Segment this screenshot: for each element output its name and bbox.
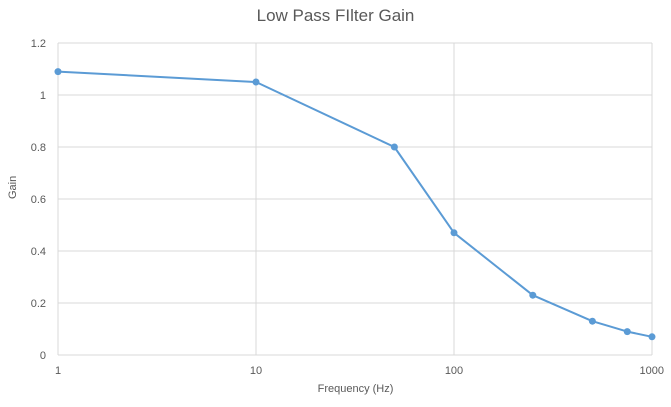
data-point <box>252 78 260 86</box>
data-point <box>450 229 458 237</box>
x-tick-label: 1000 <box>640 365 664 377</box>
chart-title: Low Pass FIlter Gain <box>256 6 415 25</box>
x-tick-label: 1 <box>55 365 61 377</box>
y-tick-label: 1 <box>40 90 46 102</box>
grid-lines <box>57 42 653 356</box>
data-point <box>390 143 398 151</box>
y-tick-label: 1.2 <box>31 38 46 50</box>
series-line <box>57 70 653 338</box>
data-point <box>588 317 596 325</box>
y-tick-label: 0.6 <box>31 194 46 206</box>
y-tick-label: 0.2 <box>31 298 46 310</box>
x-axis-label: Frequency (Hz) <box>317 383 394 395</box>
x-tick-label: 10 <box>250 365 262 377</box>
y-axis-label: Gain <box>7 175 19 199</box>
data-point <box>54 68 62 76</box>
data-point <box>529 291 537 299</box>
tick-labels: 0 0.2 0.4 0.6 0.8 1 1.2 1 10 100 1000 <box>31 38 664 377</box>
series <box>54 68 656 341</box>
y-tick-label: 0.8 <box>31 142 46 154</box>
x-tick-label: 100 <box>445 365 463 377</box>
y-tick-label: 0 <box>40 350 46 362</box>
data-point <box>648 333 656 341</box>
data-point <box>623 328 631 336</box>
y-tick-label: 0.4 <box>31 246 46 258</box>
